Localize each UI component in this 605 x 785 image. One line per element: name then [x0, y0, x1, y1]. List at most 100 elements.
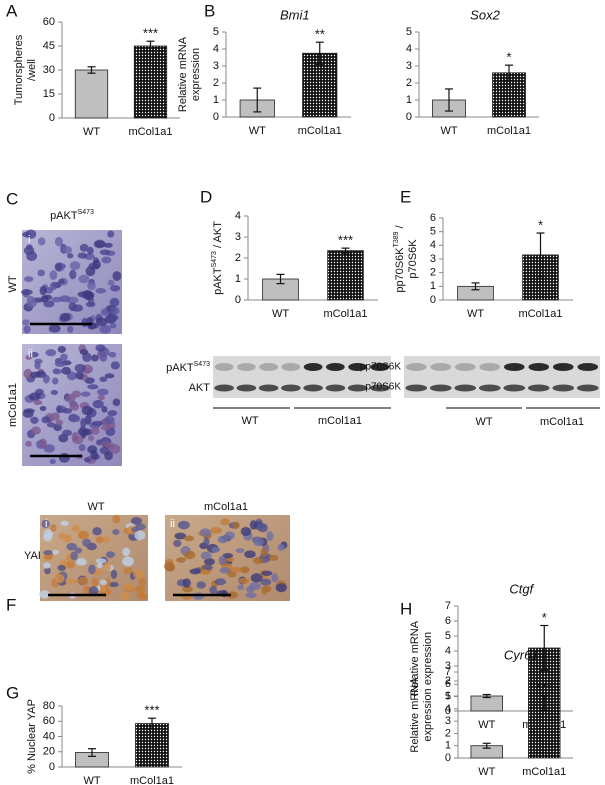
nucleus: [22, 319, 30, 326]
y-tick-label: 5: [406, 26, 412, 38]
nucleus: [77, 252, 88, 259]
label: expression: [422, 632, 434, 685]
nucleus: [202, 564, 213, 571]
nucleus: [25, 354, 33, 360]
nucleus: [81, 428, 93, 436]
superscript: T389: [393, 231, 400, 247]
nucleus: [29, 392, 41, 401]
blot-label: p70S6K: [365, 382, 401, 393]
band: [478, 384, 501, 392]
nucleus: [134, 585, 146, 594]
y-tick-label: 40: [43, 730, 55, 742]
nucleus: [106, 314, 119, 321]
nucleus: [100, 308, 109, 316]
nucleus: [250, 573, 263, 583]
nucleus: [266, 531, 274, 541]
nucleus: [112, 514, 121, 524]
x-tick-label: mCol1a1: [518, 308, 562, 320]
panel-letter: H: [400, 599, 412, 618]
nucleus: [110, 569, 118, 579]
nucleus: [92, 527, 102, 536]
band: [237, 363, 256, 371]
error-bar: [471, 282, 480, 291]
nucleus: [109, 306, 120, 315]
y-tick-label: 7: [445, 600, 451, 612]
y-axis-label: Tumorspheres: [13, 34, 25, 105]
bar: [74, 69, 109, 119]
y-tick-label: 0: [49, 112, 55, 124]
y-tick-label: 4: [235, 210, 241, 222]
band: [528, 363, 550, 371]
nucleus: [90, 449, 98, 460]
error-bar: [540, 624, 549, 672]
band: [347, 384, 368, 392]
nucleus: [253, 537, 264, 547]
y-tick-label: 2: [445, 675, 451, 687]
column-label: WT: [87, 501, 104, 513]
nucleus: [81, 405, 93, 416]
y-axis-label: expression: [422, 688, 434, 741]
band: [577, 363, 599, 371]
nucleus: [226, 591, 238, 599]
band: [503, 384, 526, 392]
nucleus: [27, 300, 37, 308]
label: / AKT: [212, 221, 224, 251]
nucleus: [232, 521, 240, 529]
nucleus: [214, 578, 227, 586]
nucleus: [249, 582, 261, 591]
nucleus: [40, 295, 49, 303]
band: [405, 384, 428, 392]
nucleus: [43, 444, 55, 453]
nucleus: [275, 583, 287, 593]
x-tick-label: WT: [478, 719, 495, 731]
nucleus: [110, 322, 117, 329]
band: [370, 363, 390, 371]
error-bar: [148, 717, 156, 730]
y-tick-label: 60: [43, 715, 55, 727]
column-label: mCol1a1: [204, 501, 248, 513]
nucleus: [122, 583, 135, 591]
nucleus: [138, 577, 146, 588]
nucleus: [77, 291, 89, 298]
band: [479, 363, 501, 371]
nucleus: [23, 408, 35, 414]
nucleus: [130, 517, 142, 525]
nucleus: [55, 419, 63, 426]
error-bar: [253, 87, 262, 113]
y-tick-label: 5: [213, 26, 219, 38]
nucleus: [218, 555, 226, 565]
superscript: S473: [211, 251, 218, 267]
nucleus: [253, 557, 264, 565]
nucleus: [176, 557, 186, 563]
band: [303, 384, 323, 392]
y-tick-label: 0: [430, 294, 436, 306]
nucleus: [219, 566, 231, 574]
y-tick-label: 0: [406, 111, 412, 123]
nucleus: [119, 592, 130, 601]
nucleus: [199, 569, 210, 575]
band: [454, 384, 477, 392]
chart-title: Sox2: [470, 7, 500, 22]
nucleus: [101, 256, 112, 264]
nucleus: [95, 558, 107, 564]
nucleus: [134, 530, 146, 541]
label: Relative mRNA: [409, 620, 421, 696]
nucleus: [39, 405, 47, 411]
y-tick-label: 1: [430, 280, 436, 292]
bar: [528, 702, 561, 759]
nucleus: [60, 520, 69, 526]
nucleus: [220, 518, 230, 526]
nucleus: [100, 425, 112, 431]
nucleus: [66, 542, 78, 551]
band: [454, 363, 476, 371]
nucleus: [58, 452, 70, 463]
nucleus: [105, 551, 115, 559]
label: % Nuclear YAP: [26, 699, 38, 774]
nucleus: [104, 561, 111, 572]
significance: ***: [144, 703, 159, 718]
row-label: mCol1a1: [7, 383, 19, 427]
y-axis-label: Relative mRNA: [177, 36, 189, 112]
nucleus: [183, 550, 196, 560]
band: [405, 363, 427, 371]
blot-background: [404, 356, 600, 398]
